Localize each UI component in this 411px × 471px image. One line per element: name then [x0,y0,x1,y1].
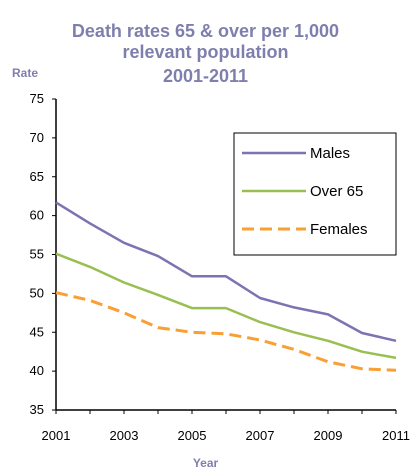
x-tick-label: 2005 [178,428,207,443]
x-tick-label: 2007 [246,428,275,443]
y-tick-label: 45 [30,324,44,339]
x-tick-label: 2003 [110,428,139,443]
y-tick-label: 35 [30,402,44,417]
chart-title-line-2: relevant population [122,42,289,62]
series-line-over-65 [55,252,397,360]
y-tick-label: 65 [30,169,44,184]
series-line-males [55,201,397,343]
x-axis-label: Year [192,456,219,470]
chart-title-line-1: Death rates 65 & over per 1,000 [71,21,340,41]
x-tick-label: 2001 [42,428,71,443]
y-tick-label: 40 [30,363,44,378]
legend-label: Females [310,221,368,238]
y-tick-label: 50 [30,285,44,300]
y-axis-label: Rate [12,66,39,80]
y-tick-label: 60 [30,208,44,223]
legend-label: Over 65 [310,183,363,200]
y-tick-label: 55 [30,247,44,262]
x-tick-label: 2011 [382,428,410,443]
chart-title-line-3: 2001-2011 [162,66,249,86]
y-tick-label: 70 [30,130,44,145]
x-tick-label: 2009 [314,428,343,443]
y-tick-label: 75 [30,91,44,106]
series-line-females [55,291,397,372]
legend-label: Males [310,145,350,162]
